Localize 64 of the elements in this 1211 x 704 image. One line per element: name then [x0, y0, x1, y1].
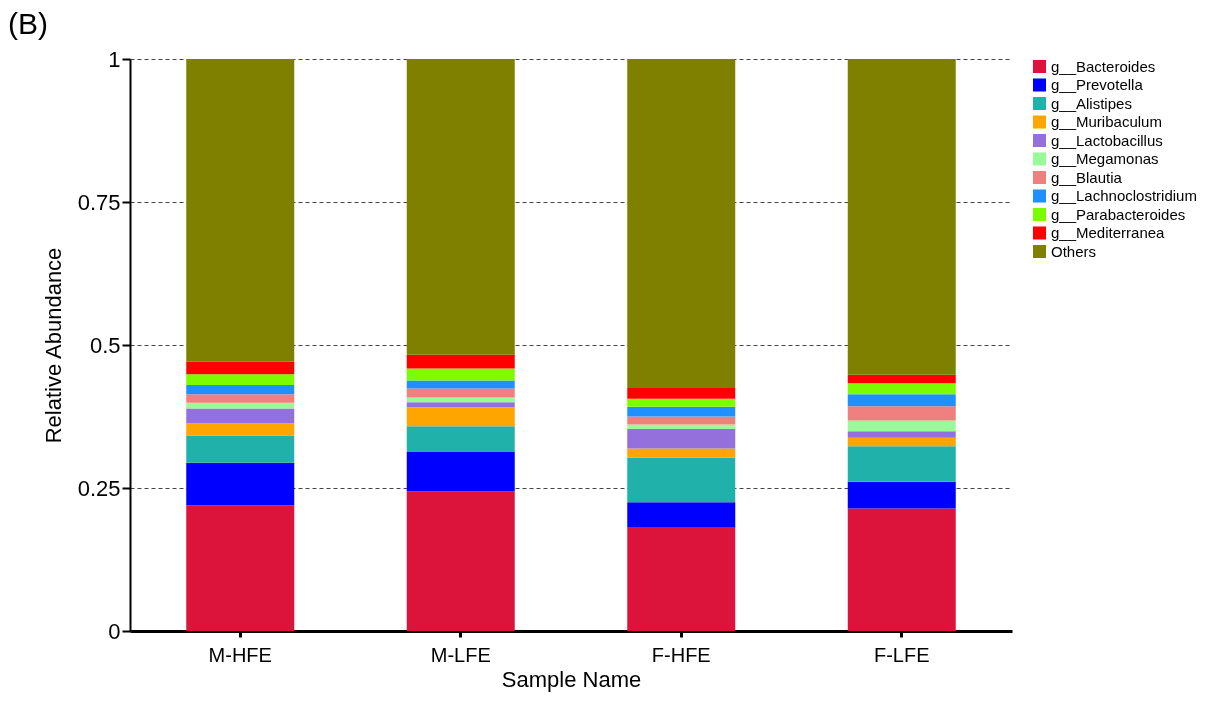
y-axis-title: Relative Abundance — [40, 247, 66, 444]
legend-label: g__Prevotella — [1051, 76, 1144, 93]
bar — [627, 526, 736, 631]
bar — [847, 59, 956, 375]
bar — [406, 368, 515, 381]
bar — [186, 408, 295, 424]
bar — [406, 407, 515, 427]
legend-label: g__Lachnoclostridium — [1051, 187, 1197, 204]
bar — [627, 448, 736, 458]
y-tick-label: 0.75 — [77, 189, 121, 215]
bar — [406, 451, 515, 492]
legend-label: Others — [1051, 242, 1097, 260]
bar — [186, 374, 295, 386]
bar — [406, 491, 515, 631]
bar — [186, 361, 295, 375]
bar — [627, 429, 736, 449]
bar — [847, 446, 956, 482]
legend-label: g__Megamonas — [1051, 150, 1159, 167]
bar — [406, 380, 515, 389]
y-tick-label: 1 — [108, 46, 121, 72]
bar — [627, 416, 736, 425]
bar — [186, 385, 295, 395]
bar — [847, 406, 956, 421]
legend-label: g__Bacteroides — [1051, 57, 1156, 75]
bar — [627, 398, 736, 407]
x-tick-label: F-LFE — [873, 643, 930, 666]
bar — [847, 394, 956, 407]
bar — [627, 59, 736, 388]
bar — [186, 435, 295, 463]
x-tick-label: F-HFE — [651, 643, 711, 666]
y-tick-label: 0.25 — [77, 475, 121, 501]
legend-label: g__Muribaculum — [1051, 113, 1162, 130]
legend-label: g__Alistipes — [1051, 94, 1132, 112]
bar — [847, 420, 956, 432]
x-tick-label: M-LFE — [430, 643, 491, 666]
bar — [186, 423, 295, 436]
bar — [847, 383, 956, 395]
bar — [847, 481, 956, 509]
legend-label: g__Parabacteroides — [1051, 205, 1186, 223]
bar — [847, 374, 956, 384]
bar — [627, 387, 736, 399]
bar — [847, 431, 956, 438]
bar — [186, 394, 295, 403]
bar — [406, 59, 515, 355]
bar — [847, 508, 956, 631]
bar — [186, 59, 295, 362]
y-tick-label: 0 — [108, 618, 121, 644]
x-tick-label: M-HFE — [208, 643, 272, 666]
bar — [847, 437, 956, 447]
y-tick-label: 0.5 — [89, 332, 121, 358]
bar — [406, 388, 515, 398]
bar — [186, 462, 295, 506]
bar — [186, 505, 295, 631]
bar — [406, 402, 515, 408]
legend-label: g__Blautia — [1051, 168, 1123, 186]
bar — [406, 426, 515, 452]
bar — [627, 457, 736, 503]
legend-label: g__Lactobacillus — [1051, 131, 1163, 149]
bar — [627, 502, 736, 527]
bar — [406, 354, 515, 369]
x-axis-title: Sample Name — [501, 666, 642, 692]
text: (B) — [8, 7, 48, 40]
legend-label: g__Mediterranea — [1051, 224, 1166, 241]
bar — [627, 406, 736, 417]
